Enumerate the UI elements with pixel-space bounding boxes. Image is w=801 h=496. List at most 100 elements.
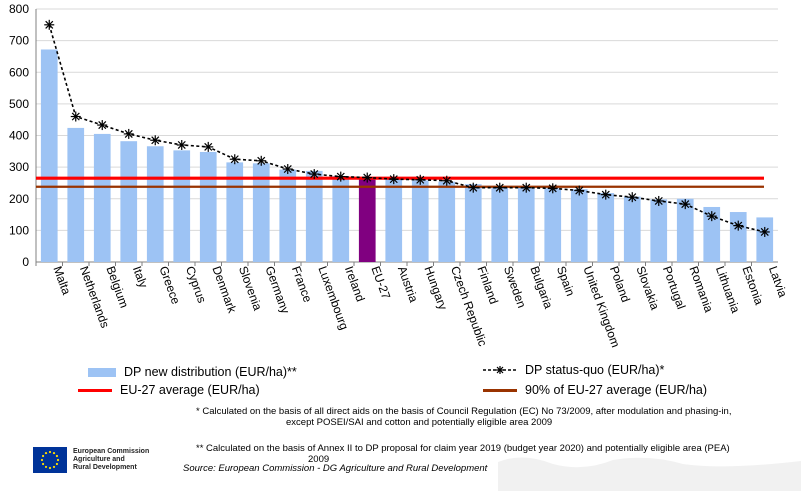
- bar-latvia: [756, 217, 774, 262]
- bar-austria: [385, 179, 403, 262]
- x-category-label: Austria: [395, 264, 421, 304]
- bar-portugal: [650, 199, 668, 262]
- x-category-label: Hungary: [421, 264, 450, 311]
- status-quo-point: [44, 19, 55, 30]
- status-quo-point: [627, 192, 638, 203]
- bar-cyprus: [173, 150, 191, 262]
- x-category-label: Lithuania: [713, 264, 743, 315]
- y-tick-label: 600: [9, 65, 29, 79]
- status-quo-point: [150, 135, 161, 146]
- flag-star: [41, 454, 45, 458]
- status-quo-point: [229, 154, 240, 165]
- ec-logo-line-3: Rural Development: [73, 464, 137, 471]
- x-category-label: Ireland: [342, 264, 368, 303]
- x-category-label: Romania: [686, 264, 716, 314]
- status-quo-point: [388, 174, 399, 185]
- footnote-2-line-2: 2009: [308, 454, 330, 465]
- status-quo-point: [574, 185, 585, 196]
- status-quo-point: [309, 169, 320, 180]
- x-category-label: Italy: [130, 264, 151, 289]
- x-category-label: Finland: [474, 264, 501, 306]
- status-quo-point: [680, 199, 691, 210]
- status-quo-point: [203, 141, 214, 152]
- x-category-label: Estonia: [739, 264, 766, 307]
- bar-slovakia: [623, 196, 641, 262]
- bar-united-kingdom: [570, 189, 588, 262]
- legend-label-90pct-average: 90% of EU-27 average (EUR/ha): [525, 383, 708, 397]
- x-category-label: Cyprus: [183, 264, 209, 305]
- ec-logo-text: European Commission Agriculture and Rura…: [73, 448, 149, 472]
- status-quo-point: [441, 175, 452, 186]
- legend-swatch-dashed-line: [483, 366, 517, 374]
- x-category-label: Poland: [607, 264, 633, 304]
- footnote-2-line-1: ** Calculated on the basis of Annex II t…: [196, 443, 730, 454]
- status-quo-point: [653, 195, 664, 206]
- x-category-label: Germany: [262, 264, 292, 315]
- legend-label-status-quo: DP status-quo (EUR/ha)*: [525, 363, 665, 377]
- status-quo-point: [176, 139, 187, 150]
- flag-star: [52, 451, 56, 455]
- footnote-1-line-1: * Calculated on the basis of all direct …: [196, 406, 732, 417]
- status-quo-point: [70, 111, 81, 122]
- bar-finland: [464, 184, 482, 262]
- bar-lithuania: [703, 206, 721, 262]
- flag-star: [40, 458, 44, 462]
- bar-ireland: [332, 175, 350, 262]
- flag-star: [55, 462, 59, 466]
- legend-item-status-quo: DP status-quo (EUR/ha)*: [483, 363, 664, 377]
- bottom-band: [0, 440, 801, 491]
- status-quo-point: [335, 171, 346, 182]
- flag-star: [55, 454, 59, 458]
- status-quo-line: [48, 24, 765, 233]
- x-category-label: France: [289, 264, 315, 304]
- legend-item-eu-average: EU-27 average (EUR/ha): [78, 383, 260, 397]
- bar-estonia: [729, 212, 747, 262]
- bar-malta: [40, 49, 58, 263]
- legend-swatch-red-line: [78, 388, 112, 392]
- flag-star: [48, 450, 52, 454]
- y-tick-label: 100: [9, 223, 29, 237]
- bar-poland: [597, 193, 615, 262]
- status-quo-point: [547, 183, 558, 194]
- ec-logo-line-1: European Commission: [73, 448, 150, 455]
- status-quo-point: [123, 128, 134, 139]
- status-quo-point: [97, 120, 108, 131]
- x-category-label: Slovenia: [236, 264, 265, 312]
- legend-swatch-brown-line: [483, 388, 517, 392]
- y-tick-label: 800: [9, 2, 29, 16]
- status-quo-point: [362, 172, 373, 183]
- x-category-label: Belgium: [103, 264, 131, 310]
- bar-czech-republic: [438, 181, 456, 262]
- footnote-1: * Calculated on the basis of all direct …: [196, 406, 731, 428]
- bar-belgium: [93, 133, 111, 262]
- y-tick-label: 0: [22, 255, 29, 269]
- footnote-1-line-2: except POSEI/SAI and cotton and potentia…: [286, 417, 553, 428]
- x-category-label: Sweden: [501, 264, 529, 310]
- bar-germany: [252, 163, 270, 262]
- status-quo-point: [282, 164, 293, 175]
- bar-bulgaria: [517, 187, 535, 262]
- status-quo-point: [494, 182, 505, 193]
- x-category-label: Greece: [156, 264, 183, 306]
- x-category-label: Bulgaria: [527, 264, 555, 310]
- y-tick-label: 400: [9, 129, 29, 143]
- status-quo-point: [521, 182, 532, 193]
- bar-hungary: [411, 180, 429, 262]
- status-quo-point: [759, 226, 770, 237]
- x-category-label: Latvia: [766, 264, 790, 299]
- y-tick-label: 500: [9, 97, 29, 111]
- status-quo-point: [468, 182, 479, 193]
- status-quo-point: [706, 211, 717, 222]
- flag-star: [41, 462, 45, 466]
- bar-netherlands: [67, 127, 85, 262]
- status-quo-point: [415, 174, 426, 185]
- flag-star: [48, 466, 52, 470]
- y-tick-label: 300: [9, 160, 29, 174]
- flag-star: [52, 465, 56, 469]
- ec-logo: European Commission Agriculture and Rura…: [33, 447, 149, 473]
- x-category-label: Malta: [50, 264, 73, 297]
- legend-label-new-distribution: DP new distribution (EUR/ha)**: [124, 365, 297, 379]
- legend-swatch-bar: [88, 367, 116, 377]
